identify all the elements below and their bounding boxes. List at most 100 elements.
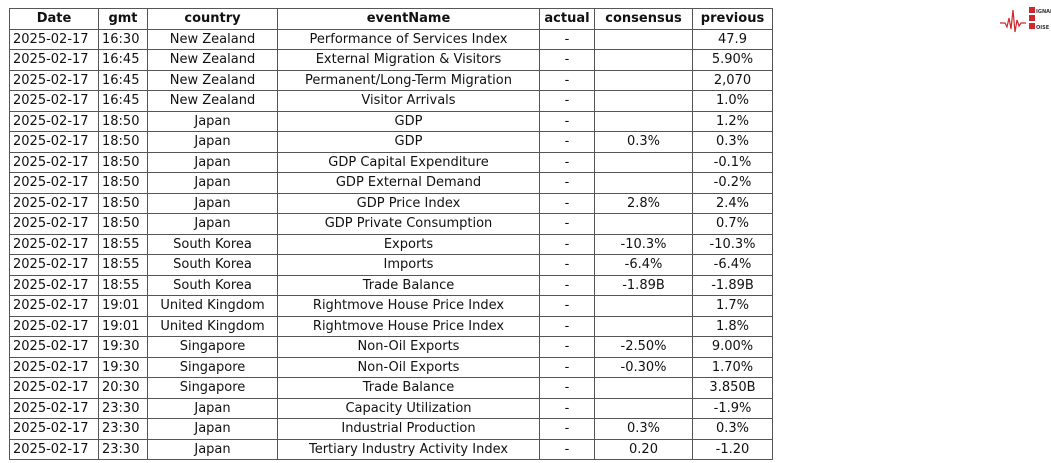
cell-eventname: Rightmove House Price Index bbox=[277, 315, 540, 337]
table-row: 2025-02-17 23:30 Japan Industrial Productio… bbox=[9, 418, 773, 440]
cell-consensus: -0.30% bbox=[594, 356, 693, 378]
table-row: 2025-02-17 18:50 Japan GDP External Demand -… bbox=[9, 172, 773, 194]
cell-actual: - bbox=[539, 315, 595, 337]
cell-gmt: 18:50 bbox=[98, 213, 148, 235]
cell-previous: 1.7% bbox=[692, 295, 773, 317]
cell-actual: - bbox=[539, 172, 595, 194]
cell-eventname: Exports bbox=[277, 233, 540, 255]
cell-consensus bbox=[594, 110, 693, 132]
table-row: 2025-02-17 23:30 Japan Capacity Utilization… bbox=[9, 397, 773, 419]
cell-date: 2025-02-17 bbox=[9, 233, 99, 255]
cell-previous: 2,070 bbox=[692, 69, 773, 91]
cell-actual: - bbox=[539, 377, 595, 399]
cell-country: New Zealand bbox=[147, 28, 278, 50]
cell-gmt: 16:45 bbox=[98, 69, 148, 91]
cell-country: United Kingdom bbox=[147, 295, 278, 317]
cell-previous: 1.8% bbox=[692, 315, 773, 337]
cell-date: 2025-02-17 bbox=[9, 254, 99, 276]
cell-actual: - bbox=[539, 90, 595, 112]
cell-date: 2025-02-17 bbox=[9, 90, 99, 112]
cell-actual: - bbox=[539, 110, 595, 132]
table-row: 2025-02-17 18:50 Japan GDP Price Index -2.8%… bbox=[9, 192, 773, 214]
cell-eventname: GDP Capital Expenditure bbox=[277, 151, 540, 173]
cell-eventname: Trade Balance bbox=[277, 274, 540, 296]
cell-gmt: 23:30 bbox=[98, 418, 148, 440]
cell-previous: 5.90% bbox=[692, 49, 773, 71]
cell-consensus: -6.4% bbox=[594, 254, 693, 276]
column-header-gmt: gmt bbox=[98, 8, 148, 30]
table-row: 2025-02-17 16:45 New Zealand Permanent/Long… bbox=[9, 69, 773, 91]
cell-previous: 0.7% bbox=[692, 213, 773, 235]
cell-previous: -1.89B bbox=[692, 274, 773, 296]
cell-consensus: -2.50% bbox=[594, 336, 693, 358]
cell-actual: - bbox=[539, 336, 595, 358]
table-row: 2025-02-17 16:30 New Zealand Performance of… bbox=[9, 28, 773, 50]
cell-actual: - bbox=[539, 397, 595, 419]
cell-country: New Zealand bbox=[147, 49, 278, 71]
cell-date: 2025-02-17 bbox=[9, 438, 99, 460]
cell-date: 2025-02-17 bbox=[9, 377, 99, 399]
cell-country: Japan bbox=[147, 397, 278, 419]
cell-country: Japan bbox=[147, 151, 278, 173]
table-row: 2025-02-17 19:30 Singapore Non-Oil Exports -… bbox=[9, 356, 773, 378]
cell-country: New Zealand bbox=[147, 90, 278, 112]
cell-gmt: 23:30 bbox=[98, 397, 148, 419]
column-header-date: Date bbox=[9, 8, 99, 30]
cell-country: Japan bbox=[147, 192, 278, 214]
cell-gmt: 18:55 bbox=[98, 254, 148, 276]
table-row: 2025-02-17 18:50 Japan GDP Private Consumpt… bbox=[9, 213, 773, 235]
column-header-consensus: consensus bbox=[594, 8, 693, 30]
column-header-country: country bbox=[147, 8, 278, 30]
cell-gmt: 19:01 bbox=[98, 315, 148, 337]
table-row: 2025-02-17 18:50 Japan GDP - 1.2% bbox=[9, 110, 773, 132]
cell-country: South Korea bbox=[147, 254, 278, 276]
cell-date: 2025-02-17 bbox=[9, 295, 99, 317]
cell-previous: 2.4% bbox=[692, 192, 773, 214]
cell-consensus bbox=[594, 90, 693, 112]
table-row: 2025-02-17 18:55 South Korea Trade Balance -… bbox=[9, 274, 773, 296]
cell-consensus bbox=[594, 69, 693, 91]
cell-actual: - bbox=[539, 418, 595, 440]
table-row: 2025-02-17 18:55 South Korea Exports - -10.3%… bbox=[9, 233, 773, 255]
cell-actual: - bbox=[539, 356, 595, 378]
cell-actual: - bbox=[539, 131, 595, 153]
cell-eventname: Capacity Utilization bbox=[277, 397, 540, 419]
cell-previous: -1.9% bbox=[692, 397, 773, 419]
cell-consensus: 2.8% bbox=[594, 192, 693, 214]
svg-text:IGNAL: IGNAL bbox=[1036, 9, 1051, 15]
cell-eventname: GDP External Demand bbox=[277, 172, 540, 194]
cell-consensus: 0.20 bbox=[594, 438, 693, 460]
cell-date: 2025-02-17 bbox=[9, 110, 99, 132]
cell-date: 2025-02-17 bbox=[9, 151, 99, 173]
cell-actual: - bbox=[539, 254, 595, 276]
cell-gmt: 19:01 bbox=[98, 295, 148, 317]
cell-date: 2025-02-17 bbox=[9, 28, 99, 50]
cell-country: Japan bbox=[147, 110, 278, 132]
cell-eventname: GDP Private Consumption bbox=[277, 213, 540, 235]
cell-gmt: 20:30 bbox=[98, 377, 148, 399]
cell-eventname: Tertiary Industry Activity Index bbox=[277, 438, 540, 460]
cell-gmt: 18:55 bbox=[98, 274, 148, 296]
column-header-eventname: eventName bbox=[277, 8, 540, 30]
column-header-previous: previous bbox=[692, 8, 773, 30]
cell-country: Japan bbox=[147, 213, 278, 235]
table-row: 2025-02-17 18:50 Japan GDP Capital Expendit… bbox=[9, 151, 773, 173]
cell-gmt: 16:45 bbox=[98, 90, 148, 112]
cell-actual: - bbox=[539, 192, 595, 214]
cell-country: United Kingdom bbox=[147, 315, 278, 337]
cell-eventname: External Migration & Visitors bbox=[277, 49, 540, 71]
cell-country: New Zealand bbox=[147, 69, 278, 91]
cell-eventname: Rightmove House Price Index bbox=[277, 295, 540, 317]
cell-gmt: 18:55 bbox=[98, 233, 148, 255]
cell-consensus: -1.89B bbox=[594, 274, 693, 296]
cell-date: 2025-02-17 bbox=[9, 397, 99, 419]
cell-consensus bbox=[594, 397, 693, 419]
table-row: 2025-02-17 19:30 Singapore Non-Oil Exports -… bbox=[9, 336, 773, 358]
cell-consensus bbox=[594, 377, 693, 399]
cell-consensus bbox=[594, 28, 693, 50]
cell-consensus bbox=[594, 213, 693, 235]
table-row: 2025-02-17 23:30 Japan Tertiary Industry Ac… bbox=[9, 438, 773, 460]
cell-previous: 3.850B bbox=[692, 377, 773, 399]
cell-consensus bbox=[594, 315, 693, 337]
cell-consensus bbox=[594, 172, 693, 194]
